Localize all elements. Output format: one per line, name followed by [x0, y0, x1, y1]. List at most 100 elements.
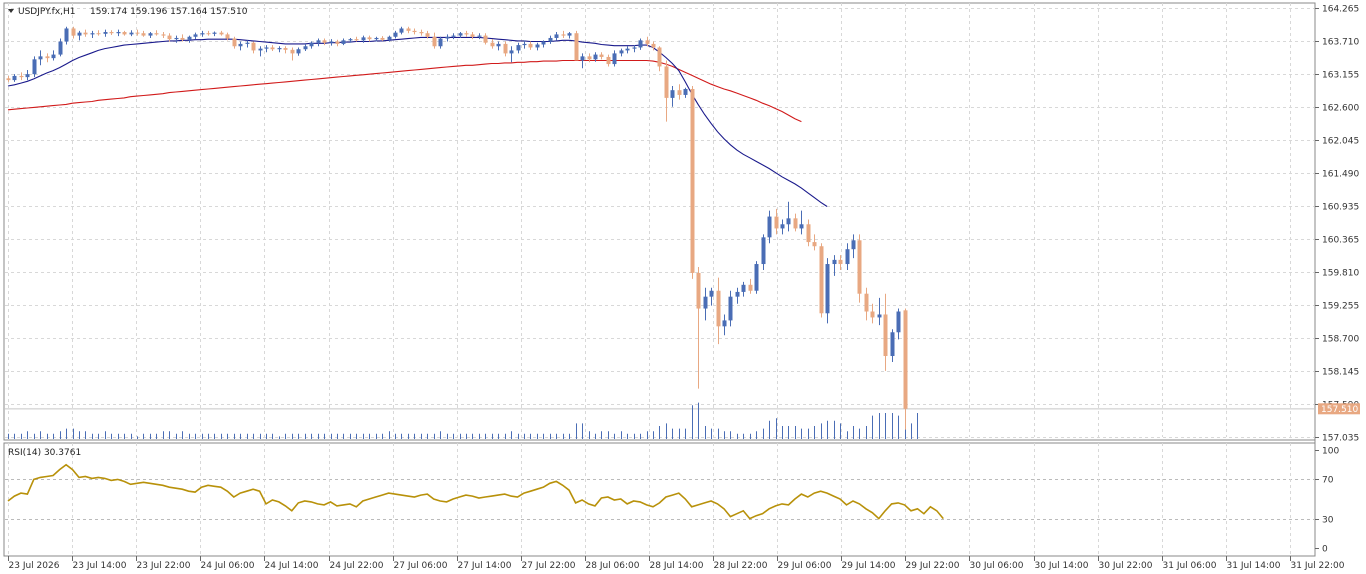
candle-body[interactable] — [154, 33, 159, 35]
time-axis[interactable]: 23 Jul 2026 23 Jul 14:00 23 Jul 22:00 24 Ju… — [8, 556, 1345, 571]
candle-body[interactable] — [728, 296, 733, 321]
candle-body[interactable] — [741, 284, 746, 292]
candle-body[interactable] — [845, 249, 850, 265]
candle-body[interactable] — [709, 290, 714, 297]
candle-body[interactable] — [419, 32, 424, 34]
candle-body[interactable] — [232, 38, 237, 47]
candle-body[interactable] — [716, 290, 721, 327]
candle-body[interactable] — [774, 216, 779, 229]
candle-body[interactable] — [509, 50, 514, 54]
candle-body[interactable] — [490, 42, 495, 47]
candle-body[interactable] — [116, 32, 121, 34]
candle-body[interactable] — [25, 74, 30, 78]
candle-body[interactable] — [438, 38, 443, 47]
candle-body[interactable] — [374, 37, 379, 40]
candle-body[interactable] — [632, 47, 637, 49]
candle-body[interactable] — [58, 41, 63, 55]
candle-body[interactable] — [619, 50, 624, 54]
candle-body[interactable] — [722, 320, 727, 327]
candle-body[interactable] — [245, 42, 250, 44]
candle-body[interactable] — [554, 34, 559, 38]
candle-body[interactable] — [638, 40, 643, 48]
candle-body[interactable] — [135, 32, 140, 34]
candle-body[interactable] — [77, 32, 82, 36]
candle-body[interactable] — [748, 284, 753, 291]
candle-body[interactable] — [141, 33, 146, 36]
candle-body[interactable] — [851, 240, 856, 250]
candle-body[interactable] — [238, 43, 243, 47]
candle-body[interactable] — [425, 33, 430, 37]
candle-body[interactable] — [612, 53, 617, 65]
candle-body[interactable] — [896, 311, 901, 333]
candle-body[interactable] — [212, 32, 217, 34]
candle-body[interactable] — [174, 37, 179, 40]
candle-body[interactable] — [503, 43, 508, 54]
candle-body[interactable] — [580, 56, 585, 61]
candle-body[interactable] — [767, 216, 772, 238]
candle-body[interactable] — [864, 293, 869, 312]
candle-body[interactable] — [399, 28, 404, 33]
candle-body[interactable] — [903, 310, 908, 409]
candle-body[interactable] — [122, 32, 127, 35]
candle-body[interactable] — [696, 272, 701, 309]
candle-body[interactable] — [219, 32, 224, 35]
candle-body[interactable] — [167, 35, 172, 40]
candle-body[interactable] — [528, 43, 533, 48]
candle-body[interactable] — [677, 90, 682, 95]
candle-body[interactable] — [348, 39, 353, 41]
candle-body[interactable] — [883, 314, 888, 357]
candle-body[interactable] — [148, 33, 153, 36]
candle-body[interactable] — [535, 44, 540, 48]
candle-body[interactable] — [522, 43, 527, 46]
candle-body[interactable] — [670, 90, 675, 98]
candle-body[interactable] — [270, 47, 275, 50]
candle-body[interactable] — [51, 54, 56, 59]
price-axis[interactable]: 164.265 163.710 163.155 162.600 162.045 161.4… — [1314, 3, 1359, 556]
candle-body[interactable] — [819, 246, 824, 314]
candle-body[interactable] — [645, 40, 650, 44]
candle-body[interactable] — [316, 40, 321, 43]
triangle-down-icon[interactable] — [8, 9, 14, 13]
candle-body[interactable] — [367, 37, 372, 40]
candle-body[interactable] — [754, 264, 759, 291]
candle-body[interactable] — [541, 41, 546, 45]
candle-body[interactable] — [64, 28, 69, 42]
candle-body[interactable] — [599, 54, 604, 57]
rsi-axis[interactable]: 100 70 30 0 — [1315, 447, 1339, 555]
candle-body[interactable] — [103, 32, 108, 34]
candle-body[interactable] — [458, 33, 463, 36]
candle-body[interactable] — [786, 218, 791, 225]
candle-body[interactable] — [516, 45, 521, 51]
rsi-panel-frame[interactable] — [3, 442, 1316, 557]
candle-body[interactable] — [38, 56, 43, 60]
candle-body[interactable] — [329, 41, 334, 43]
candle-body[interactable] — [870, 311, 875, 318]
candle-body[interactable] — [109, 32, 114, 34]
candle-body[interactable] — [322, 40, 327, 43]
candle-body[interactable] — [380, 37, 385, 40]
candle-body[interactable] — [277, 48, 282, 50]
candle-body[interactable] — [19, 75, 24, 78]
candle-body[interactable] — [187, 36, 192, 40]
candle-body[interactable] — [225, 34, 230, 39]
candle-body[interactable] — [496, 43, 501, 47]
candle-body[interactable] — [361, 37, 366, 41]
candle-body[interactable] — [12, 75, 17, 81]
candle-body[interactable] — [180, 37, 185, 40]
candle-body[interactable] — [251, 42, 256, 51]
candle-body[interactable] — [548, 37, 553, 42]
candle-body[interactable] — [71, 28, 76, 36]
candle-body[interactable] — [574, 33, 579, 61]
candle-body[interactable] — [567, 33, 572, 36]
main-chart-frame[interactable] — [3, 2, 1316, 441]
candle-body[interactable] — [161, 34, 166, 36]
candle-body[interactable] — [393, 32, 398, 37]
candle-body[interactable] — [258, 48, 263, 51]
candle-body[interactable] — [432, 36, 437, 47]
candle-body[interactable] — [664, 66, 669, 98]
candle-body[interactable] — [806, 224, 811, 243]
candle-body[interactable] — [890, 332, 895, 357]
candle-body[interactable] — [206, 33, 211, 35]
candle-body[interactable] — [832, 259, 837, 265]
candle-body[interactable] — [799, 224, 804, 229]
